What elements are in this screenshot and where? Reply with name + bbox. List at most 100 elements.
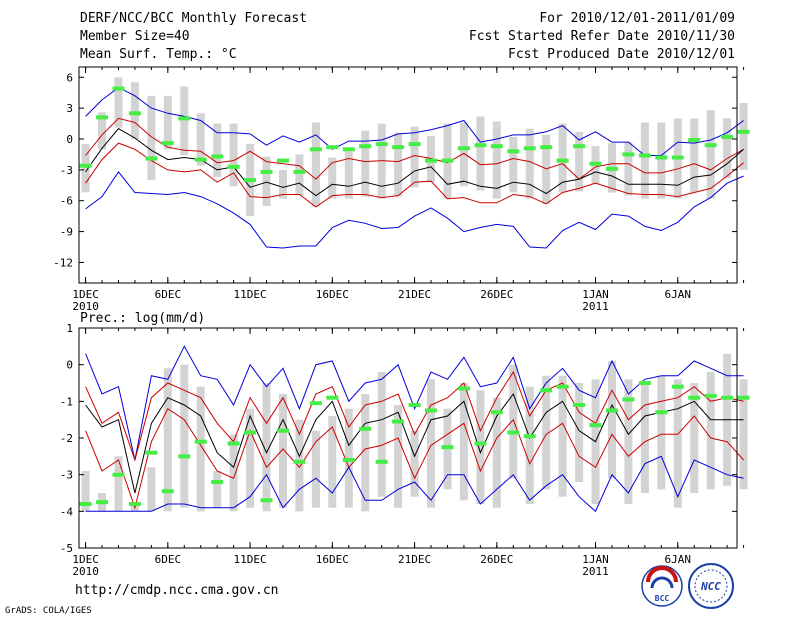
ensemble-box <box>723 118 732 179</box>
ensemble-box <box>492 397 501 508</box>
mean-line <box>85 392 744 494</box>
fcst-produced-label: Fcst Produced Date 2010/12/01 <box>508 47 735 62</box>
ensemble-box <box>558 123 567 193</box>
upper-line <box>85 370 744 462</box>
x-year-label: 2011 <box>582 565 609 578</box>
median-marker <box>96 115 108 120</box>
ensemble-box <box>130 82 139 139</box>
median-marker <box>441 158 454 163</box>
median-marker <box>326 395 339 400</box>
y-tick-label: -3 <box>60 469 73 482</box>
median-marker <box>309 401 322 406</box>
ensemble-box <box>525 128 534 199</box>
median-marker <box>638 381 651 385</box>
median-marker <box>622 397 635 402</box>
y-tick-label: 0 <box>66 133 73 146</box>
bcc-logo: BCC <box>641 565 683 607</box>
ensemble-box <box>344 151 353 199</box>
median-marker <box>277 428 289 433</box>
median-marker <box>671 155 684 160</box>
temperature-panel: 6 3 0 -3 -6 -9 -12 1DEC 6DEC 11DEC 16DEC 21DEC 26DEC… <box>53 66 750 313</box>
x-tick-label: 26DEC <box>480 553 513 566</box>
median-marker <box>490 144 503 149</box>
ensemble-box <box>114 77 123 128</box>
header: DERF/NCC/BCC Monthly Forecast Member Siz… <box>80 11 735 62</box>
ensemble-box <box>492 121 501 199</box>
variable-label: Mean Surf. Temp.: °C <box>80 47 237 62</box>
median-marker <box>392 419 405 424</box>
x-tick-label: 1JAN <box>582 553 609 566</box>
median-marker <box>342 147 355 152</box>
median-marker <box>161 489 174 494</box>
ensemble-box <box>509 364 518 479</box>
median-marker <box>507 149 520 154</box>
median-marker <box>556 158 569 163</box>
ensemble-box <box>311 122 320 207</box>
median-marker <box>737 129 750 134</box>
median-marker <box>589 423 602 428</box>
ensemble-box <box>476 116 485 191</box>
lower-line <box>85 407 744 510</box>
ensemble-box <box>558 375 567 497</box>
min-line <box>85 171 744 249</box>
ensemble-box <box>279 169 287 199</box>
x-tick-label: 6JAN <box>665 553 692 566</box>
median-marker <box>688 395 701 400</box>
median-marker <box>145 156 158 161</box>
x-tick-label: 6DEC <box>155 553 182 566</box>
ensemble-box <box>476 390 485 504</box>
median-marker <box>457 146 470 151</box>
median-marker <box>392 145 405 150</box>
ensemble-box <box>163 95 172 150</box>
median-marker <box>309 147 322 152</box>
ensemble-box <box>394 405 403 508</box>
median-marker <box>425 408 437 413</box>
ensemble-box <box>410 126 419 188</box>
median-marker <box>704 143 717 148</box>
ensemble-box <box>180 86 189 156</box>
median-marker <box>408 142 421 147</box>
ensemble-box <box>196 113 205 166</box>
ensemble-box <box>328 416 337 508</box>
ensemble-box <box>640 122 649 199</box>
ensemble-box <box>229 434 238 512</box>
ensemble-box <box>739 103 748 170</box>
ensemble-box <box>163 368 172 512</box>
median-marker <box>721 134 734 139</box>
median-marker <box>375 459 388 464</box>
x-tick-label: 6JAN <box>665 288 692 301</box>
median-marker <box>671 384 684 389</box>
ensemble-box <box>690 118 699 193</box>
ensemble-box <box>229 123 238 187</box>
median-marker <box>507 430 520 435</box>
median-marker <box>375 142 388 147</box>
median-marker <box>556 384 569 389</box>
y-tick-label: -5 <box>60 542 73 555</box>
x-tick-label: 6DEC <box>155 288 182 301</box>
median-marker <box>606 166 618 171</box>
bcc-logo-text: BCC <box>655 594 670 603</box>
ensemble-box <box>542 134 551 204</box>
x-tick-label: 21DEC <box>398 553 431 566</box>
ensemble-box <box>196 386 205 512</box>
ensemble-box <box>575 383 584 482</box>
ensemble-box <box>213 123 222 178</box>
median-marker <box>194 439 207 444</box>
x-tick-label: 1DEC <box>72 288 99 301</box>
ensemble-box <box>394 132 403 197</box>
precip-variable-label: Prec.: log(mm/d) <box>80 311 205 326</box>
ensemble-box <box>690 383 699 493</box>
median-marker <box>474 143 487 148</box>
median-marker <box>244 430 257 435</box>
median-marker <box>194 157 207 162</box>
median-marker <box>573 144 586 149</box>
bcc-logo-red-arc <box>646 566 678 583</box>
median-marker <box>638 153 651 158</box>
x-tick-label: 21DEC <box>398 288 431 301</box>
y-tick-label: -1 <box>60 395 73 408</box>
ensemble-box <box>147 95 156 181</box>
median-marker <box>474 441 487 446</box>
ncc-logo-text: NCC <box>700 580 721 593</box>
ensemble-box <box>328 157 337 199</box>
median-marker <box>704 393 717 398</box>
